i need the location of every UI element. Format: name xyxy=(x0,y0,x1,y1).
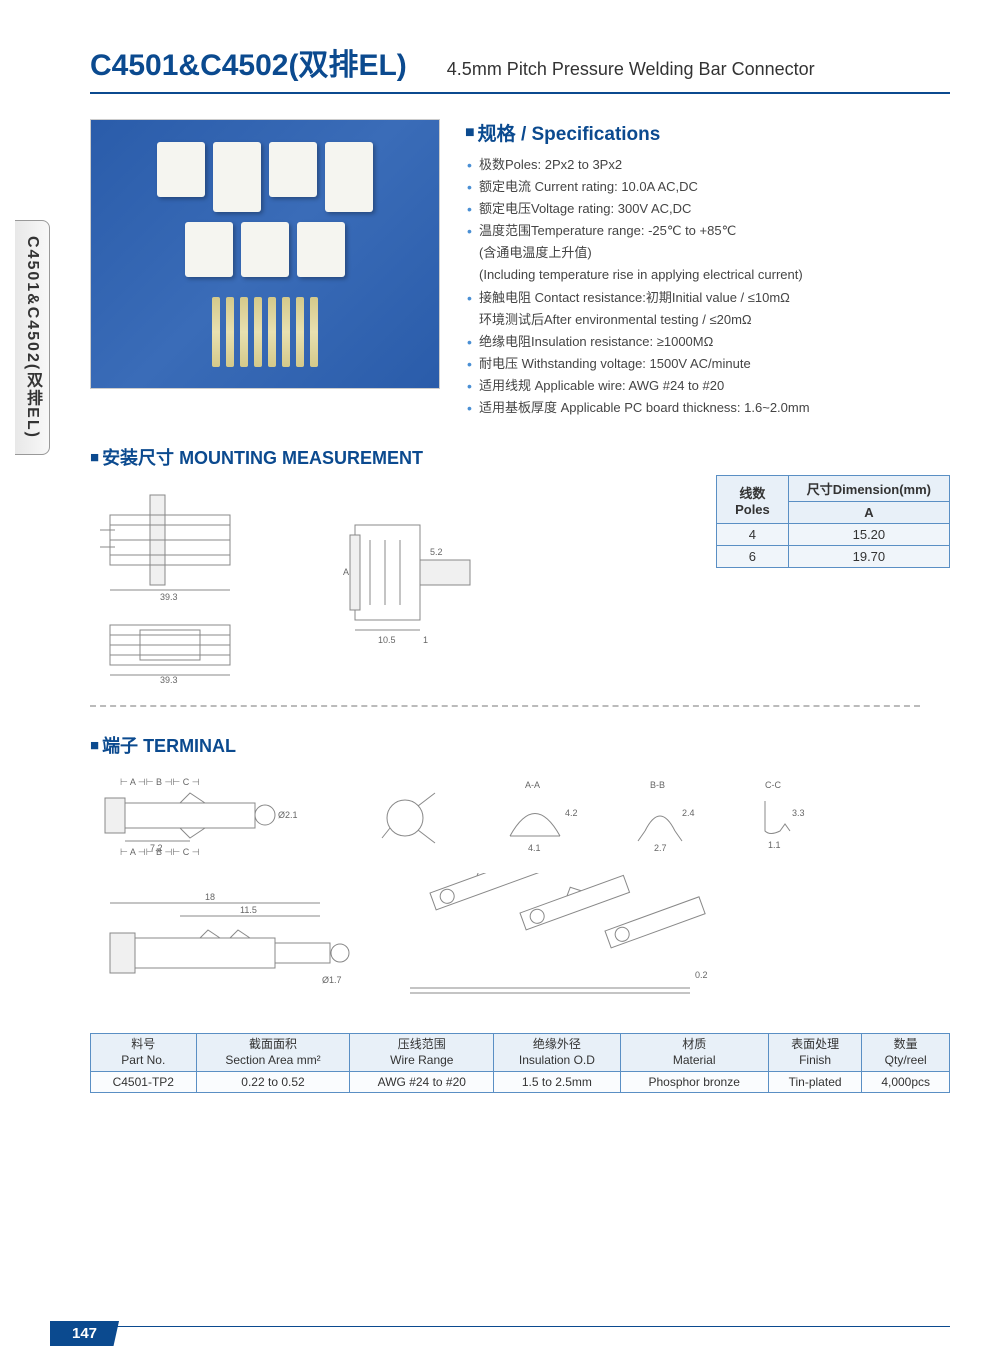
svg-text:4.2: 4.2 xyxy=(565,808,578,818)
svg-text:39.3: 39.3 xyxy=(160,675,178,685)
terminal-spec-table: 料号Part No.截面面积Section Area mm²压线范围Wire R… xyxy=(90,1033,950,1093)
svg-text:4.1: 4.1 xyxy=(528,843,541,853)
svg-text:2.4: 2.4 xyxy=(682,808,695,818)
mounting-drawings: 39.3 39.3 xyxy=(90,485,686,685)
page-subtitle: 4.5mm Pitch Pressure Welding Bar Connect… xyxy=(447,59,815,80)
svg-text:Ø2.1: Ø2.1 xyxy=(278,810,298,820)
spec-item: 绝缘电阻Insulation resistance: ≥1000MΩ xyxy=(465,331,950,353)
spec-item: 额定电压Voltage rating: 300V AC,DC xyxy=(465,198,950,220)
svg-text:39.3: 39.3 xyxy=(160,592,178,602)
mounting-heading: 安装尺寸 MOUNTING MEASUREMENT xyxy=(90,444,950,470)
specs-heading: 规格 / Specifications xyxy=(465,119,950,146)
svg-text:7.2: 7.2 xyxy=(150,843,163,853)
spec-item: 额定电流 Current rating: 10.0A AC,DC xyxy=(465,176,950,198)
terminal-drawings: ⊢ A ⊣⊢ B ⊣⊢ C ⊣ Ø2.1 ⊢ A ⊣⊢ B ⊣⊢ C ⊣ 7.2… xyxy=(90,773,950,1013)
svg-text:A-A: A-A xyxy=(525,780,540,790)
svg-text:10.5: 10.5 xyxy=(378,635,396,645)
svg-text:⊢ A ⊣⊢ B ⊣⊢ C ⊣: ⊢ A ⊣⊢ B ⊣⊢ C ⊣ xyxy=(120,777,200,787)
svg-text:B-B: B-B xyxy=(650,780,665,790)
svg-text:1.1: 1.1 xyxy=(768,840,781,850)
page-number: 147 xyxy=(50,1321,119,1346)
svg-text:1: 1 xyxy=(423,635,428,645)
spec-item: 温度范围Temperature range: -25℃ to +85℃ xyxy=(465,220,950,242)
svg-text:11.5: 11.5 xyxy=(240,905,257,915)
spec-item: 环境测试后After environmental testing / ≤20mΩ xyxy=(465,309,950,331)
svg-text:0.2: 0.2 xyxy=(695,970,708,980)
svg-text:3.3: 3.3 xyxy=(792,808,805,818)
spec-item: (含通电温度上升值) xyxy=(465,242,950,264)
spec-item: 耐电压 Withstanding voltage: 1500V AC/minut… xyxy=(465,353,950,375)
specs-list: 极数Poles: 2Px2 to 3Px2额定电流 Current rating… xyxy=(465,154,950,419)
svg-text:5.2: 5.2 xyxy=(430,547,443,557)
dimension-table: 线数Poles 尺寸Dimension(mm) A 415.20619.70 xyxy=(716,475,950,568)
svg-text:18: 18 xyxy=(205,892,215,902)
svg-text:C-C: C-C xyxy=(765,780,781,790)
spec-item: 适用线规 Applicable wire: AWG #24 to #20 xyxy=(465,375,950,397)
svg-text:Ø1.7: Ø1.7 xyxy=(322,975,342,985)
svg-text:A: A xyxy=(343,567,349,577)
spec-item: 极数Poles: 2Px2 to 3Px2 xyxy=(465,154,950,176)
terminal-heading: 端子 TERMINAL xyxy=(90,732,950,758)
spec-item: 接触电阻 Contact resistance:初期Initial value … xyxy=(465,287,950,309)
spec-item: 适用基板厚度 Applicable PC board thickness: 1.… xyxy=(465,397,950,419)
svg-text:2.7: 2.7 xyxy=(654,843,667,853)
side-tab: C4501&C4502(双排EL) xyxy=(15,220,50,455)
product-photo xyxy=(90,119,440,389)
page-title: C4501&C4502(双排EL) xyxy=(90,40,407,84)
spec-item: (Including temperature rise in applying … xyxy=(465,264,950,286)
